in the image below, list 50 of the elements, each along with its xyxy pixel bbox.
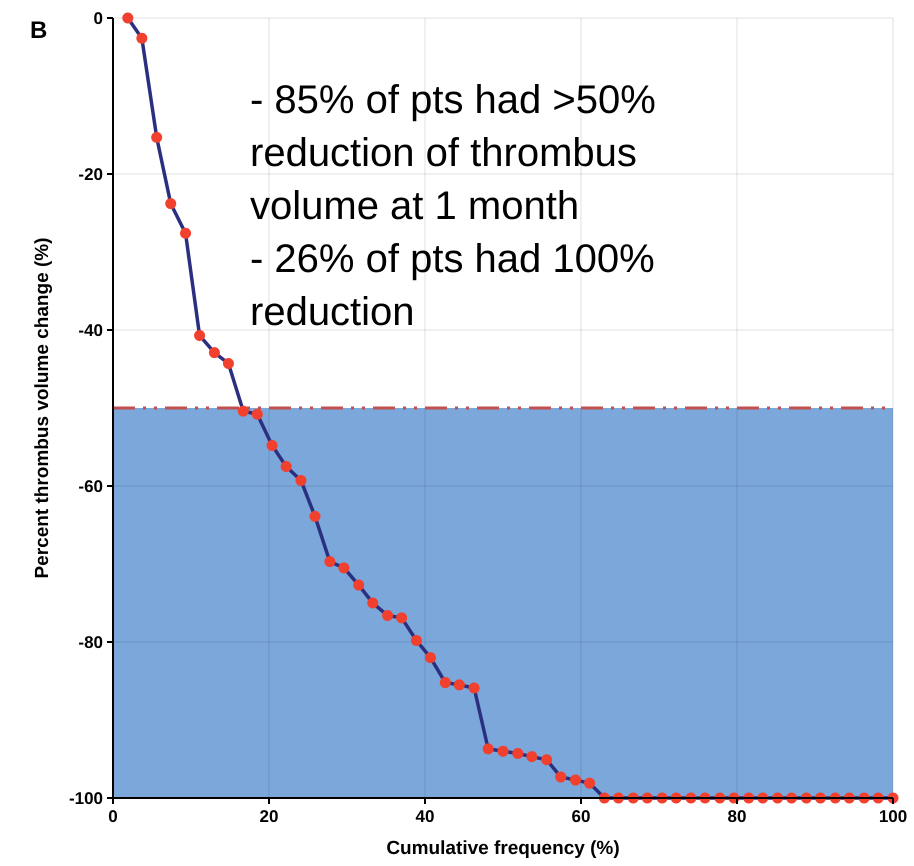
x-axis-title: Cumulative frequency (%) xyxy=(386,838,620,859)
point xyxy=(194,330,206,341)
annotation: - 26% of pts had 100% reduction xyxy=(250,237,655,334)
x-tick-label: 80 xyxy=(728,807,746,826)
point xyxy=(382,610,394,621)
point xyxy=(570,774,582,786)
x-tick-label: 40 xyxy=(416,807,434,826)
point xyxy=(208,347,220,358)
point xyxy=(367,598,378,608)
point xyxy=(410,634,422,646)
y-axis-title: Percent thrombus volume change (%) xyxy=(32,237,53,579)
point xyxy=(324,556,336,568)
point xyxy=(280,461,292,472)
point xyxy=(396,612,408,624)
point xyxy=(512,748,524,760)
chart-title: B xyxy=(30,17,48,44)
point xyxy=(353,580,364,591)
x-tick-label: 0 xyxy=(108,807,118,826)
point xyxy=(165,198,176,210)
point xyxy=(584,778,596,789)
y-tick-label: -100 xyxy=(68,788,103,808)
point xyxy=(440,677,451,688)
point xyxy=(468,682,480,694)
point xyxy=(541,754,552,766)
point xyxy=(310,510,321,522)
point xyxy=(151,132,162,143)
x-tick-label: 20 xyxy=(260,807,278,826)
point xyxy=(266,440,278,451)
y-tick-label: -80 xyxy=(78,632,103,652)
point xyxy=(424,652,436,664)
point xyxy=(526,751,538,762)
point xyxy=(222,358,234,370)
point xyxy=(482,743,494,754)
x-tick-label: 60 xyxy=(572,807,590,826)
annotation: - 85% of pts had >50% reduction of thrombus volume at 1 month xyxy=(250,78,656,228)
point xyxy=(454,679,465,690)
point xyxy=(498,746,508,757)
point xyxy=(252,408,263,420)
y-tick-label: -20 xyxy=(78,164,103,184)
y-tick-label: -40 xyxy=(78,320,103,340)
point xyxy=(136,32,148,44)
point xyxy=(122,12,134,24)
point xyxy=(180,228,192,239)
point xyxy=(338,562,350,574)
point xyxy=(555,771,566,782)
point xyxy=(238,406,249,417)
point xyxy=(295,475,306,486)
y-tick-label: 0 xyxy=(94,8,103,28)
x-tick-label: 100 xyxy=(878,807,908,826)
y-tick-label: -60 xyxy=(78,476,103,496)
